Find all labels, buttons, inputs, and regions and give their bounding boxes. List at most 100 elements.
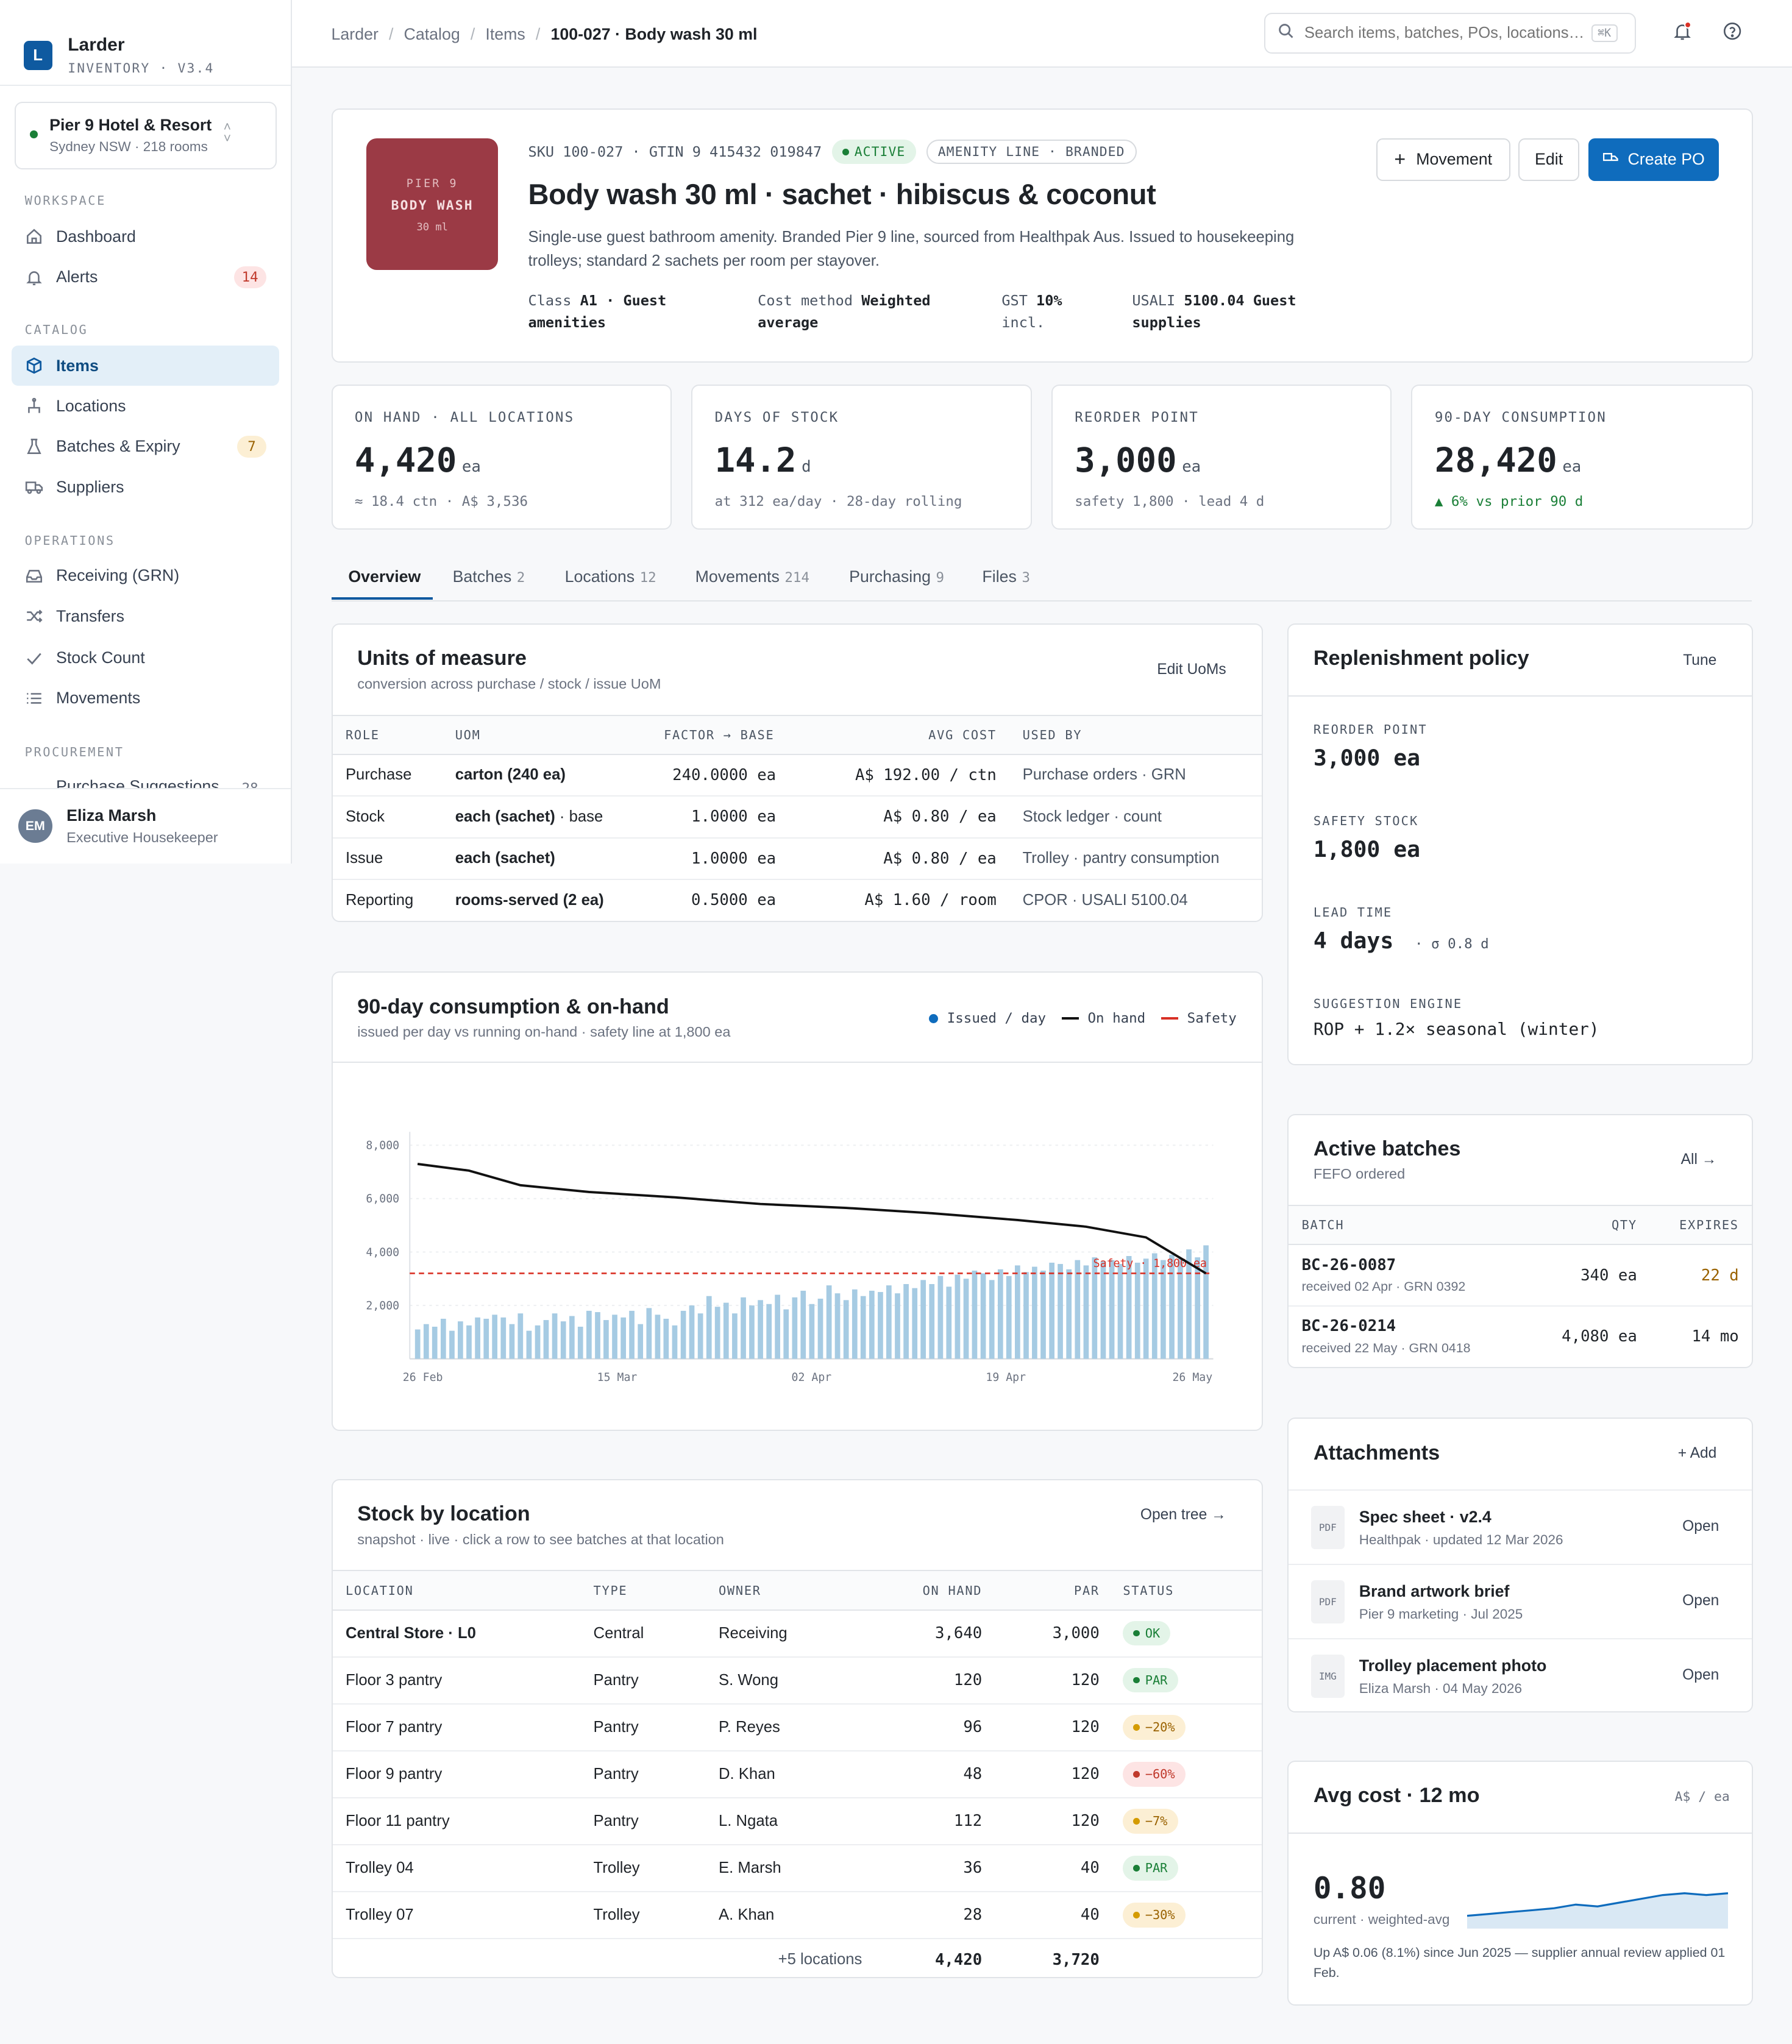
edit-uoms-button[interactable]: Edit UoMs — [1157, 661, 1226, 678]
card-subtitle: issued per day vs running on-hand · safe… — [357, 1024, 731, 1040]
kpi-unit: ea — [1562, 458, 1582, 477]
table-row[interactable]: Trolley 07 Trolley A. Khan 28 40 −30% — [332, 1891, 1262, 1939]
org-switcher[interactable]: Pier 9 Hotel & Resort Sydney NSW · 218 r… — [14, 101, 277, 170]
open-attachment-button[interactable]: Open — [1682, 1517, 1719, 1535]
batch-qty: 340 ea — [1520, 1244, 1637, 1307]
tab-files[interactable]: Files 3 — [982, 567, 1030, 586]
status-label: −60% — [1145, 1767, 1175, 1782]
sidebar-item-dashboard[interactable]: Dashboard — [12, 216, 279, 257]
y-tick-label: 8,000 — [366, 1140, 399, 1152]
location-type: Pantry — [593, 1703, 719, 1751]
more-locations-link[interactable]: +5 locations — [778, 1951, 862, 1968]
table-row[interactable]: BC-26-0214 received 22 May · GRN 0418 4,0… — [1289, 1305, 1752, 1367]
breadcrumb-larder[interactable]: Larder — [331, 24, 379, 43]
edit-button[interactable]: Edit — [1518, 138, 1580, 182]
on-hand-line — [417, 1163, 1207, 1275]
tune-button[interactable]: Tune — [1683, 651, 1717, 669]
tab-overview[interactable]: Overview — [348, 567, 421, 586]
tab-locations[interactable]: Locations 12 — [565, 567, 656, 586]
brand[interactable]: L Larder INVENTORY · V3.4 — [0, 0, 291, 87]
table-row[interactable]: Central Store · L0 Central Receiving 3,6… — [332, 1609, 1262, 1658]
location-owner: E. Marsh — [718, 1844, 862, 1892]
all-batches-link[interactable]: All → — [1680, 1151, 1717, 1168]
open-tree-button[interactable]: Open tree → — [1140, 1506, 1226, 1523]
policy-value-extra: · σ 0.8 d — [1414, 935, 1489, 952]
status-badge: −20% — [1123, 1714, 1186, 1740]
table-row[interactable]: BC-26-0087 received 02 Apr · GRN 0392 340… — [1289, 1244, 1752, 1307]
home-icon — [25, 227, 43, 246]
location-name: Floor 9 pantry — [332, 1750, 594, 1798]
sidebar-item-items[interactable]: Items — [12, 346, 279, 386]
sidebar-item-locations[interactable]: Locations — [12, 386, 279, 426]
tab-count: 9 — [936, 569, 945, 586]
issued-bar — [723, 1302, 729, 1359]
sidebar-item-stock-count[interactable]: Stock Count — [12, 637, 279, 678]
notifications-icon[interactable] — [1672, 21, 1696, 44]
tab-label: Overview — [348, 567, 421, 586]
sidebar-item-suppliers[interactable]: Suppliers — [12, 467, 279, 507]
batch-expires: 14 mo — [1637, 1305, 1752, 1367]
issued-bar — [1177, 1258, 1183, 1359]
uom-unit: each (sachet) · base — [455, 796, 664, 839]
table-row[interactable]: Floor 9 pantry Pantry D. Khan 48 120 −60… — [332, 1750, 1262, 1798]
batch-id: BC-26-0087 — [1301, 1255, 1396, 1274]
meta-value: A1 · Guest — [580, 291, 667, 309]
kpi-number: 14.2 — [714, 441, 797, 481]
column-header: OWNER — [718, 1570, 862, 1611]
attachment-item[interactable]: PDF Spec sheet · v2.4 Healthpak · updated … — [1289, 1489, 1752, 1564]
table-row[interactable]: Floor 7 pantry Pantry P. Reyes 96 120 −2… — [332, 1703, 1262, 1751]
sidebar-item-alerts[interactable]: Alerts 14 — [12, 257, 279, 297]
issued-bar — [1092, 1257, 1097, 1359]
legend-safety: Safety — [1187, 1010, 1237, 1027]
add-attachment-button[interactable]: + Add — [1677, 1444, 1717, 1461]
sidebar-item-purchase-suggestions[interactable]: Purchase Suggestions 28 — [12, 767, 279, 787]
kpi-sub: at 312 ea/day · 28-day rolling — [714, 493, 962, 509]
help-icon[interactable] — [1722, 21, 1746, 44]
breadcrumb-catalog[interactable]: Catalog — [404, 24, 460, 43]
issued-bar — [997, 1269, 1003, 1359]
issued-bar — [586, 1310, 592, 1359]
meta-value: 10% — [1036, 291, 1062, 309]
kpi-sub: safety 1,800 · lead 4 d — [1075, 493, 1265, 509]
status-dot — [1133, 1723, 1140, 1731]
search-box[interactable]: ⌘K — [1264, 13, 1636, 54]
uom-unit-name: carton (240 ea) — [455, 766, 566, 784]
tab-purchasing[interactable]: Purchasing 9 — [849, 567, 944, 586]
location-owner: P. Reyes — [718, 1703, 862, 1751]
sidebar-item-label: Locations — [55, 397, 126, 416]
table-row[interactable]: Trolley 04 Trolley E. Marsh 36 40 PAR — [332, 1844, 1262, 1892]
attachment-item[interactable]: IMG Trolley placement photo Eliza Marsh · … — [1289, 1638, 1752, 1711]
attachment-item[interactable]: PDF Brand artwork brief Pier 9 marketing ·… — [1289, 1563, 1752, 1638]
issued-bar — [1194, 1257, 1200, 1359]
tab-batches[interactable]: Batches 2 — [453, 567, 525, 586]
app-name: Larder — [68, 35, 125, 55]
status-badge: PAR — [1123, 1855, 1178, 1881]
location-par: 40 — [982, 1844, 1100, 1892]
sidebar-item-movements[interactable]: Movements — [12, 678, 279, 719]
issued-bar — [740, 1297, 746, 1359]
user-profile[interactable]: EM Eliza Marsh Executive Housekeeper — [0, 787, 291, 864]
breadcrumb-items[interactable]: Items — [485, 24, 525, 43]
meta-gst: GST 10% incl. — [1001, 289, 1062, 334]
status-dot — [1133, 1911, 1140, 1918]
uom-cost: A$ 0.80 / ea — [809, 837, 997, 881]
table-row[interactable]: Floor 3 pantry Pantry S. Wong 120 120 PA… — [332, 1656, 1262, 1705]
search-input[interactable] — [1304, 24, 1591, 43]
open-attachment-button[interactable]: Open — [1682, 1592, 1719, 1609]
kpi-number: 28,420 — [1434, 441, 1557, 481]
location-on-hand: 36 — [862, 1844, 983, 1892]
table-row[interactable]: Floor 11 pantry Pantry L. Ngata 112 120 … — [332, 1797, 1262, 1845]
location-par: 120 — [982, 1750, 1100, 1798]
tab-movements[interactable]: Movements 214 — [695, 567, 809, 586]
create-po-button[interactable]: Create PO — [1588, 138, 1719, 182]
sidebar-item-batches[interactable]: Batches & Expiry 7 — [12, 427, 279, 467]
issued-bar — [466, 1325, 472, 1359]
stock-by-location-card: Stock by location snapshot · live · clic… — [331, 1478, 1263, 1979]
sidebar-item-transfers[interactable]: Transfers — [12, 596, 279, 636]
sparkline-line — [1467, 1892, 1729, 1917]
kpi-sub: ≈ 18.4 ctn · A$ 3,536 — [354, 493, 528, 509]
sidebar-item-receiving[interactable]: Receiving (GRN) — [12, 556, 279, 596]
add-movement-button[interactable]: + Movement — [1376, 138, 1510, 182]
issued-bar — [680, 1310, 686, 1359]
open-attachment-button[interactable]: Open — [1682, 1666, 1719, 1683]
